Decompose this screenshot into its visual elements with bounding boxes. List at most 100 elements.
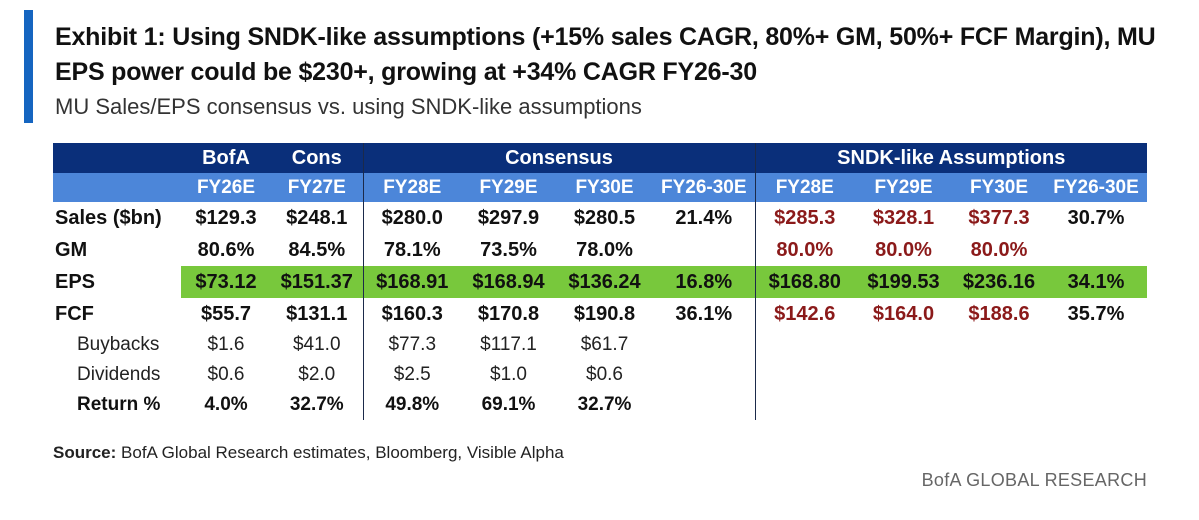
header-corner (53, 173, 181, 202)
source-note: Source: BofA Global Research estimates, … (53, 443, 564, 463)
table-cell (653, 390, 755, 420)
exhibit-title: Exhibit 1: Using SNDK-like assumptions (… (55, 23, 1156, 86)
table-cell: 49.8% (362, 390, 461, 420)
row-label: FCF (55, 302, 94, 325)
table-row-buybacks: Buybacks $1.6 $41.0 $77.3 $117.1 $61.7 (53, 330, 1147, 360)
table-cell (653, 330, 755, 360)
table-cell (754, 390, 854, 420)
brand-footer: BofA GLOBAL RESEARCH (921, 470, 1147, 490)
source-text: BofA Global Research estimates, Bloomber… (116, 443, 564, 462)
table-cell: 34.1% (1045, 266, 1147, 298)
table-cell: 73.5% (480, 238, 537, 261)
table-cell: $61.7 (580, 334, 629, 355)
table-cell: $328.1 (872, 206, 935, 229)
table-cell: 35.7% (1067, 302, 1125, 325)
table-cell: $170.8 (477, 302, 540, 325)
table-cell: $129.3 (195, 206, 257, 229)
table-cell (1045, 234, 1147, 266)
table-cell: 21.4% (675, 206, 733, 229)
table-cell (754, 360, 854, 390)
table-cell (653, 234, 755, 266)
table-cell (1045, 330, 1147, 360)
table-cell: $73.12 (181, 266, 271, 298)
table-cell: $248.1 (286, 206, 348, 229)
table-cell: $2.0 (298, 364, 336, 385)
table-cell: $199.53 (854, 266, 953, 298)
header-group-row: BofA Cons Consensus SNDK-like Assumption… (53, 143, 1147, 173)
table-cell: $131.1 (286, 302, 348, 325)
table-cell: $190.8 (573, 302, 636, 325)
table-cell: 80.0% (875, 238, 932, 261)
table-cell: $1.0 (490, 364, 527, 385)
exhibit-subtitle: MU Sales/EPS consensus vs. using SNDK-li… (55, 94, 642, 119)
row-label: GM (55, 238, 88, 261)
table-cell: $0.6 (586, 364, 623, 385)
table-cell: 36.1% (675, 302, 733, 325)
table-cell: $1.6 (207, 334, 245, 355)
table-cell (854, 360, 953, 390)
column-header: FY28E (362, 173, 461, 202)
table-cell: $280.0 (362, 202, 461, 234)
table-cell: $188.6 (968, 302, 1030, 325)
table-cell: $297.9 (477, 206, 540, 229)
table-cell (953, 390, 1045, 420)
header-year-row: FY26E FY27E FY28E FY29E FY30E FY26-30E F… (53, 173, 1147, 202)
column-header: FY28E (754, 173, 854, 202)
row-label: Return % (77, 394, 161, 415)
table-row-fcf: FCF $55.7 $131.1 $160.3 $170.8 $190.8 36… (53, 298, 1147, 330)
exhibit-table: BofA Cons Consensus SNDK-like Assumption… (53, 143, 1147, 420)
column-header: FY30E (556, 173, 653, 202)
table-cell: $168.94 (461, 266, 556, 298)
table-cell: $285.3 (754, 202, 854, 234)
header-group-cons: Cons (271, 143, 363, 173)
column-header: FY30E (953, 173, 1045, 202)
table-cell: $151.37 (271, 266, 363, 298)
table-cell: $0.6 (207, 364, 245, 385)
row-label: EPS (53, 266, 181, 298)
header-corner (53, 143, 181, 173)
accent-bar (24, 10, 33, 123)
row-label: Dividends (77, 364, 161, 385)
table-cell (854, 390, 953, 420)
table-cell: $55.7 (200, 302, 252, 325)
header-group-bofa: BofA (181, 143, 271, 173)
row-label: Buybacks (77, 334, 160, 355)
table-cell (754, 330, 854, 360)
table-cell (953, 360, 1045, 390)
table-cell: $377.3 (968, 206, 1030, 229)
header-group-sndk: SNDK-like Assumptions (754, 143, 1147, 173)
table-cell (953, 330, 1045, 360)
column-header: FY26E (181, 173, 271, 202)
column-header: FY29E (854, 173, 953, 202)
table-cell: $164.0 (872, 302, 935, 325)
column-header: FY26-30E (1045, 173, 1147, 202)
table-cell: $160.3 (362, 298, 461, 330)
table-cell (1045, 390, 1147, 420)
table-cell: 80.6% (197, 238, 255, 261)
table-cell: 78.1% (362, 234, 461, 266)
table-cell: 30.7% (1067, 206, 1125, 229)
table-cell: $168.80 (754, 266, 854, 298)
table-cell (854, 330, 953, 360)
table-cell: 80.0% (754, 234, 854, 266)
table-cell: $142.6 (754, 298, 854, 330)
row-label: Sales ($bn) (55, 206, 162, 229)
source-label: Source: (53, 443, 117, 462)
table-row-dividends: Dividends $0.6 $2.0 $2.5 $1.0 $0.6 (53, 360, 1147, 390)
table-cell (653, 360, 755, 390)
table-cell: $2.5 (362, 360, 461, 390)
table-cell: $280.5 (573, 206, 636, 229)
table-cell: 84.5% (288, 238, 346, 261)
table-cell: $77.3 (362, 330, 461, 360)
table-cell: $41.0 (292, 334, 341, 355)
table-cell: 16.8% (653, 266, 755, 298)
table-row-sales: Sales ($bn) $129.3 $248.1 $280.0 $297.9 … (53, 202, 1147, 234)
table-cell: 32.7% (289, 394, 344, 415)
table-cell: 4.0% (204, 394, 248, 415)
table-row-eps: EPS $73.12 $151.37 $168.91 $168.94 $136.… (53, 266, 1147, 298)
table-cell: $168.91 (362, 266, 461, 298)
table-cell: 78.0% (576, 238, 633, 261)
table-row-return: Return % 4.0% 32.7% 49.8% 69.1% 32.7% (53, 390, 1147, 420)
table-cell: $117.1 (480, 334, 537, 355)
table-cell: $236.16 (953, 266, 1045, 298)
